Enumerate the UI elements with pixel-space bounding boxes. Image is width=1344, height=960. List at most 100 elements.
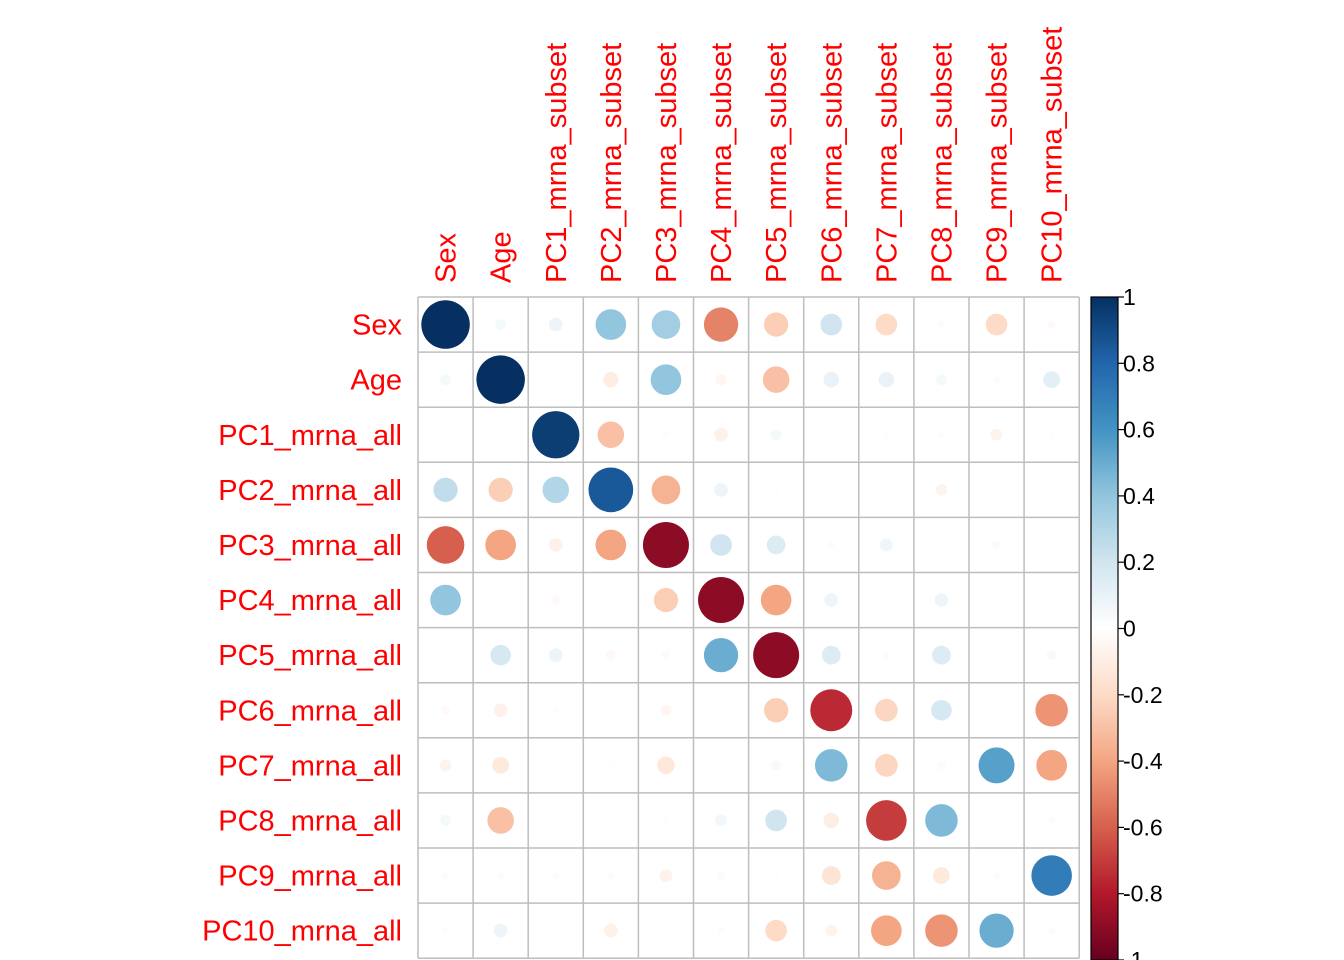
corr-circle-PC3_mrna_all-PC4_mrna_subset xyxy=(710,534,732,556)
corr-circle-PC8_mrna_all-PC7_mrna_subset xyxy=(866,800,907,841)
corr-circle-PC1_mrna_all-PC9_mrna_subset xyxy=(990,428,1003,441)
corr-circle-Age-PC2_mrna_subset xyxy=(603,371,619,388)
corr-circle-PC9_mrna_all-PC8_mrna_subset xyxy=(933,867,950,884)
colorbar-tick-label: 0.8 xyxy=(1123,350,1155,376)
colorbar-tick-label: 0.4 xyxy=(1123,483,1155,509)
row-label: Sex xyxy=(352,310,402,342)
corr-circle-PC8_mrna_all-Sex xyxy=(440,815,451,826)
corr-circle-PC10_mrna_all-PC4_mrna_subset xyxy=(717,927,725,935)
corr-circle-PC3_mrna_all-PC3_mrna_subset xyxy=(642,521,689,568)
corr-circle-PC1_mrna_all-PC10_mrna_subset xyxy=(1049,432,1055,438)
corr-circle-PC9_mrna_all-PC3_mrna_subset xyxy=(659,869,673,882)
row-label: PC6_mrna_all xyxy=(218,695,402,727)
corr-circle-PC7_mrna_all-Age xyxy=(492,756,510,774)
corr-circle-PC7_mrna_all-Sex xyxy=(439,759,452,772)
corr-circle-PC5_mrna_all-PC7_mrna_subset xyxy=(882,651,890,659)
corr-circle-PC6_mrna_all-PC4_mrna_subset xyxy=(718,707,724,713)
corr-circle-PC9_mrna_all-PC2_mrna_subset xyxy=(607,872,615,879)
column-label: Age xyxy=(486,231,518,283)
corr-circle-PC7_mrna_all-PC5_mrna_subset xyxy=(771,760,781,771)
column-label: PC6_mrna_subset xyxy=(816,43,848,283)
corr-circle-PC10_mrna_all-Sex xyxy=(442,927,449,935)
corr-circle-PC10_mrna_all-PC7_mrna_subset xyxy=(871,915,902,946)
corr-circle-PC8_mrna_all-PC10_mrna_subset xyxy=(1048,817,1056,824)
corr-circle-PC7_mrna_all-PC3_mrna_subset xyxy=(657,756,675,775)
column-label: PC8_mrna_subset xyxy=(926,43,958,283)
corr-circle-PC6_mrna_all-PC6_mrna_subset xyxy=(810,689,853,732)
corr-circle-PC3_mrna_all-PC1_mrna_subset xyxy=(548,538,563,552)
corr-circle-Age-PC8_mrna_subset xyxy=(936,374,947,386)
corr-circle-PC9_mrna_all-Sex xyxy=(442,872,449,879)
corr-circle-PC3_mrna_all-PC9_mrna_subset xyxy=(992,540,1001,550)
row-label: PC1_mrna_all xyxy=(218,420,402,452)
column-label: PC10_mrna_subset xyxy=(1037,27,1069,283)
colorbar-tick-label: -0.4 xyxy=(1123,748,1163,774)
corr-circle-PC2_mrna_all-PC4_mrna_subset xyxy=(714,482,728,497)
colorbar-tick-label: 1 xyxy=(1123,284,1136,310)
corr-circle-Age-PC4_mrna_subset xyxy=(715,374,727,386)
corr-circle-PC5_mrna_all-PC5_mrna_subset xyxy=(753,632,800,679)
corr-circle-PC4_mrna_all-PC10_mrna_subset xyxy=(1049,597,1055,603)
corr-circle-PC6_mrna_all-PC9_mrna_subset xyxy=(994,707,999,713)
corr-circle-Age-PC7_mrna_subset xyxy=(878,371,895,388)
corr-circle-PC1_mrna_all-PC3_mrna_subset xyxy=(662,431,670,439)
corr-circle-PC7_mrna_all-PC7_mrna_subset xyxy=(874,753,898,777)
colorbar-tick-label: 0.6 xyxy=(1123,417,1155,443)
corr-circle-PC9_mrna_all-PC6_mrna_subset xyxy=(821,866,841,885)
corr-circle-PC4_mrna_all-PC5_mrna_subset xyxy=(760,584,792,616)
corr-circle-PC2_mrna_all-PC3_mrna_subset xyxy=(651,475,681,505)
corr-circle-PC5_mrna_all-PC10_mrna_subset xyxy=(1046,650,1057,660)
column-labels: Sex Age PC1_mrna_subset PC2_mrna_subset PC3_… xyxy=(431,27,1069,283)
corr-circle-Sex-PC6_mrna_subset xyxy=(820,313,843,336)
corr-circle-PC4_mrna_all-PC8_mrna_subset xyxy=(934,593,949,607)
corr-circle-PC5_mrna_all-Age xyxy=(490,644,511,666)
matrix-grid xyxy=(417,296,1080,959)
colorbar-gradient xyxy=(1090,296,1119,960)
corr-circle-PC6_mrna_all-PC3_mrna_subset xyxy=(660,704,672,716)
corr-circle-PC2_mrna_all-Sex xyxy=(433,477,458,502)
column-label: PC5_mrna_subset xyxy=(761,43,793,283)
corr-circle-PC5_mrna_all-PC4_mrna_subset xyxy=(703,638,739,673)
corr-circle-PC10_mrna_all-PC6_mrna_subset xyxy=(825,924,838,937)
corr-circle-PC1_mrna_all-PC8_mrna_subset xyxy=(938,431,945,439)
corr-circle-PC8_mrna_all-PC5_mrna_subset xyxy=(765,809,787,832)
corr-circle-PC2_mrna_all-PC8_mrna_subset xyxy=(935,483,948,496)
corr-circle-PC3_mrna_all-PC5_mrna_subset xyxy=(766,535,786,555)
corr-circle-PC9_mrna_all-PC9_mrna_subset xyxy=(993,872,1000,879)
column-label: PC4_mrna_subset xyxy=(706,43,738,283)
corr-circle-PC7_mrna_all-PC4_mrna_subset xyxy=(718,762,724,768)
corr-circle-PC4_mrna_all-PC3_mrna_subset xyxy=(653,587,679,613)
corr-circle-PC9_mrna_all-PC5_mrna_subset xyxy=(773,873,779,878)
corr-circle-PC3_mrna_all-PC2_mrna_subset xyxy=(595,529,627,561)
corr-circle-Age-Sex xyxy=(440,374,451,386)
corr-circle-PC7_mrna_all-PC2_mrna_subset xyxy=(608,762,614,768)
corr-circle-PC2_mrna_all-PC9_mrna_subset xyxy=(994,487,999,493)
corr-circle-Age-PC5_mrna_subset xyxy=(762,366,790,393)
colorbar-tick-label: 0 xyxy=(1123,616,1136,642)
corr-circle-PC5_mrna_all-PC1_mrna_subset xyxy=(548,648,563,663)
column-label: PC9_mrna_subset xyxy=(982,43,1014,283)
corr-circle-Sex-PC10_mrna_subset xyxy=(1047,320,1056,329)
corr-circle-PC6_mrna_all-PC10_mrna_subset xyxy=(1035,693,1068,727)
corr-circle-PC10_mrna_all-PC8_mrna_subset xyxy=(925,914,958,947)
corr-circle-PC4_mrna_all-PC6_mrna_subset xyxy=(824,593,839,607)
row-label: PC2_mrna_all xyxy=(218,475,402,507)
corr-circle-PC1_mrna_all-PC4_mrna_subset xyxy=(714,427,728,442)
row-label: PC9_mrna_all xyxy=(218,861,402,893)
corr-circle-Sex-PC8_mrna_subset xyxy=(938,321,945,328)
row-label: Age xyxy=(350,365,402,397)
colorbar-tick-label: -0.6 xyxy=(1123,814,1163,840)
corr-circle-PC9_mrna_all-PC4_mrna_subset xyxy=(716,871,726,880)
corr-circle-PC5_mrna_all-PC8_mrna_subset xyxy=(932,645,951,665)
column-label: PC2_mrna_subset xyxy=(596,43,628,283)
corr-circle-PC9_mrna_all-PC1_mrna_subset xyxy=(552,872,560,879)
corr-circle-Sex-PC5_mrna_subset xyxy=(764,312,789,337)
corr-circle-PC6_mrna_all-Age xyxy=(493,703,508,718)
corr-circle-PC9_mrna_all-PC7_mrna_subset xyxy=(872,861,901,890)
colorbar-tick-label: -0.8 xyxy=(1123,881,1163,907)
corr-circle-PC1_mrna_all-PC7_mrna_subset xyxy=(883,432,889,438)
corr-circle-Sex-PC7_mrna_subset xyxy=(875,313,898,336)
column-label: PC7_mrna_subset xyxy=(871,43,903,283)
corr-circle-PC4_mrna_all-PC4_mrna_subset xyxy=(698,577,745,624)
